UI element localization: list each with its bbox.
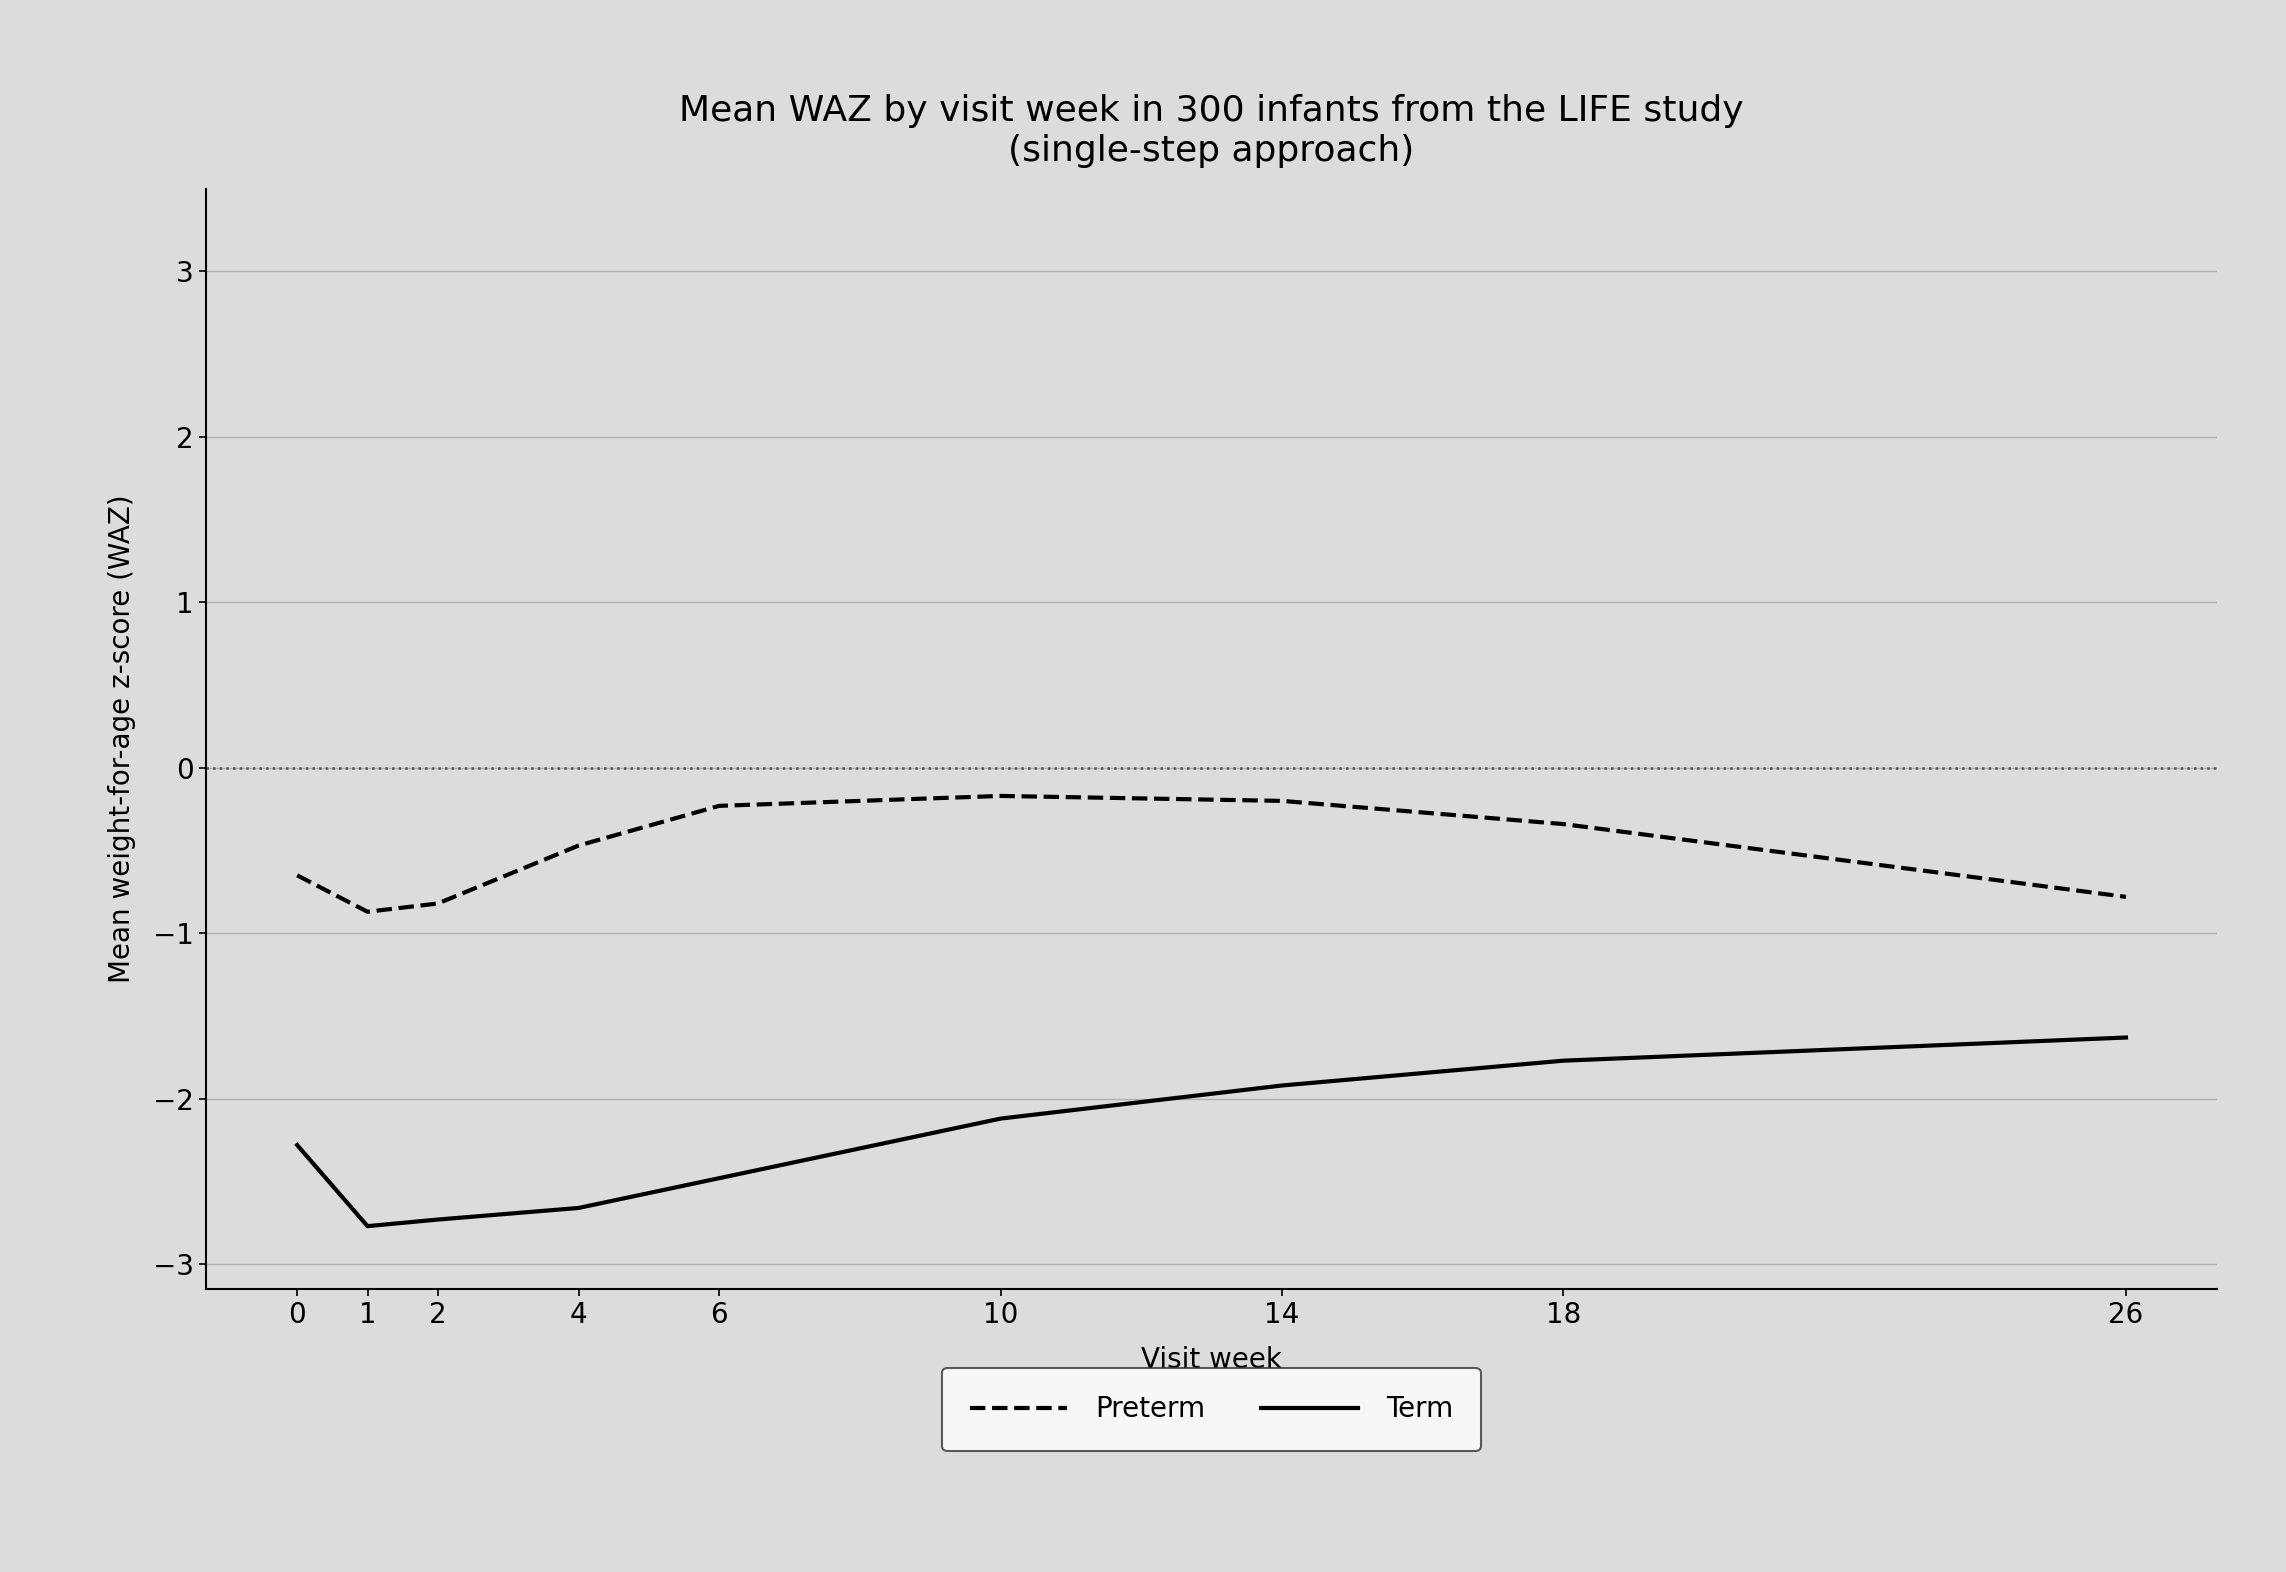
Preterm <box>1550 814 1577 833</box>
Preterm <box>706 797 734 816</box>
Preterm <box>988 786 1015 805</box>
Term <box>354 1217 382 1236</box>
Term <box>565 1198 592 1217</box>
Preterm <box>2112 888 2140 907</box>
Preterm <box>354 902 382 921</box>
X-axis label: Visit week: Visit week <box>1141 1346 1282 1374</box>
Line: Preterm: Preterm <box>297 795 2126 912</box>
Term <box>283 1135 311 1154</box>
Y-axis label: Mean weight-for-age z-score (WAZ): Mean weight-for-age z-score (WAZ) <box>107 495 137 982</box>
Term <box>1550 1052 1577 1071</box>
Term <box>2112 1028 2140 1047</box>
Title: Mean WAZ by visit week in 300 infants from the LIFE study
(single-step approach): Mean WAZ by visit week in 300 infants fr… <box>679 94 1744 168</box>
Term <box>1269 1077 1296 1096</box>
Term <box>425 1210 453 1229</box>
Line: Term: Term <box>297 1038 2126 1226</box>
Preterm <box>1269 791 1296 810</box>
Preterm <box>565 836 592 855</box>
Preterm <box>425 894 453 913</box>
Term <box>706 1168 734 1187</box>
Term <box>988 1110 1015 1129</box>
Preterm <box>283 866 311 885</box>
Legend: Preterm, Term: Preterm, Term <box>942 1368 1481 1451</box>
